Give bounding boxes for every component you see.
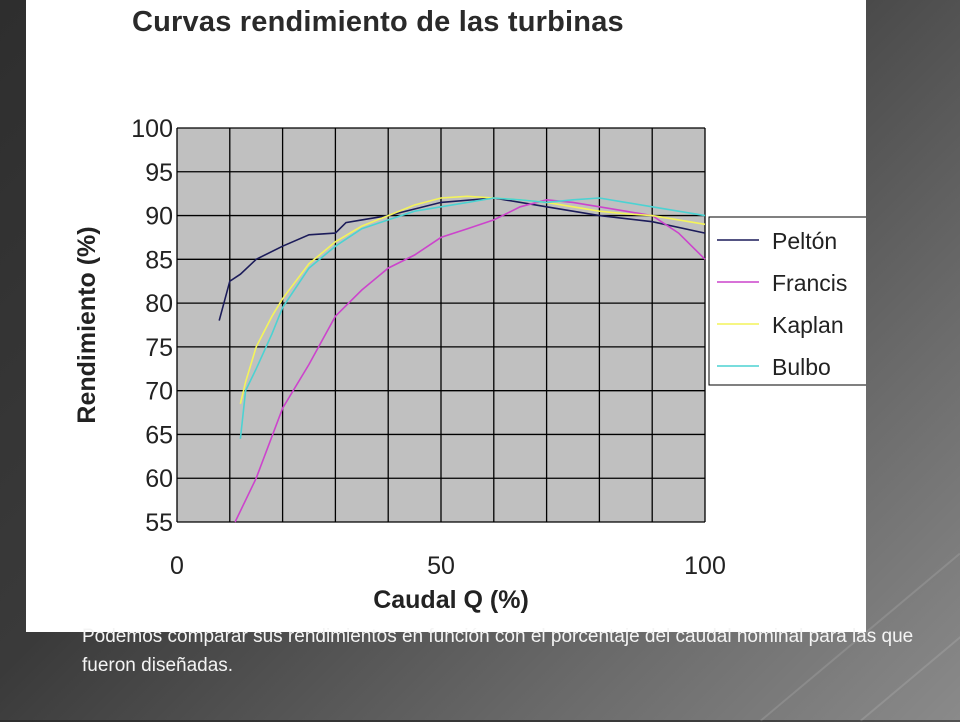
y-axis-label: Rendimiento (%) — [73, 226, 101, 423]
y-tick-labels: 100 95 90 85 80 75 70 65 60 55 — [131, 115, 173, 537]
series-line-peltn — [218, 197, 706, 321]
series-layer — [218, 195, 706, 523]
legend-box — [708, 216, 866, 386]
chart-svg: 100 95 90 85 80 75 70 65 60 55 0 50 100 Caudal Q (%… — [73, 115, 866, 614]
y-tick-label: 95 — [145, 159, 173, 187]
slide-caption: Podemos comparar sus rendimientos en fun… — [82, 626, 914, 676]
series-line-bulbo — [239, 197, 706, 439]
y-tick-label: 90 — [145, 203, 173, 231]
y-tick-label: 70 — [145, 378, 173, 406]
series-line-kaplan — [239, 195, 706, 404]
legend: Peltón Francis Kaplan Bulbo — [708, 216, 866, 386]
chart-title: Curvas rendimiento de las turbinas — [132, 6, 624, 38]
y-tick-label: 60 — [145, 465, 173, 493]
y-tick-label: 100 — [131, 115, 173, 143]
chart-panel: Curvas rendimiento de las turbinas 100 95… — [26, 0, 866, 632]
x-tick-label: 100 — [684, 552, 726, 580]
x-tick-label: 0 — [170, 552, 184, 580]
y-tick-label: 85 — [145, 246, 173, 274]
y-tick-label: 65 — [145, 421, 173, 449]
y-tick-label: 55 — [145, 509, 173, 537]
y-tick-label: 80 — [145, 290, 173, 318]
legend-label: Kaplan — [772, 312, 844, 338]
legend-label: Francis — [772, 270, 847, 296]
x-tick-label: 50 — [427, 552, 455, 580]
grid-lines — [176, 127, 706, 523]
series-line-francis — [234, 198, 706, 523]
x-axis-label: Caudal Q (%) — [373, 586, 529, 614]
legend-label: Peltón — [772, 228, 837, 254]
x-tick-labels: 0 50 100 — [170, 552, 726, 580]
legend-label: Bulbo — [772, 354, 831, 380]
y-tick-label: 75 — [145, 334, 173, 362]
